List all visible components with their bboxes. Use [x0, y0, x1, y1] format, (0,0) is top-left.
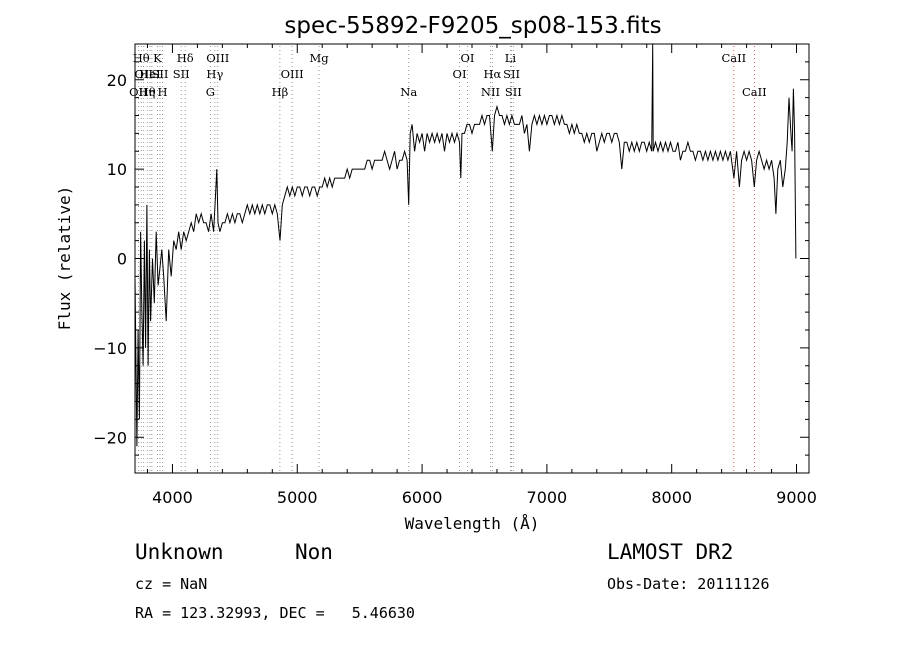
y-tick-label-3: 10	[107, 160, 127, 179]
line-label-26: CaII	[742, 85, 767, 99]
x-tick-label-4: 8000	[651, 488, 692, 507]
class-label: Unknown	[135, 540, 224, 564]
spectrum-series-line	[134, 43, 797, 447]
line-label-10: Hδ	[177, 51, 194, 65]
line-label-20: NII	[481, 85, 500, 99]
line-label-11: G	[206, 85, 215, 99]
x-axis-label: Wavelength (Å)	[405, 514, 540, 533]
line-label-17: Na	[400, 85, 417, 99]
x-tick-label-2: 6000	[402, 488, 443, 507]
x-tick-label-0: 4000	[152, 488, 193, 507]
line-label-15: OIII	[281, 67, 304, 81]
line-label-0: OII	[129, 85, 148, 99]
line-label-23: SII	[503, 67, 520, 81]
x-tick-label-5: 9000	[776, 488, 817, 507]
line-label-14: Hβ	[272, 85, 289, 99]
line-label-2: OII	[134, 67, 153, 81]
line-label-12: Hγ	[206, 67, 223, 81]
line-label-7: SII	[151, 67, 168, 81]
cz-value: cz = NaN	[135, 575, 208, 593]
chart-title: spec-55892-F9205_sp08-153.fits	[284, 13, 661, 39]
line-label-16: Mg	[310, 51, 330, 65]
line-label-4: HeI	[139, 67, 160, 81]
line-label-6: K	[153, 51, 162, 65]
subclass-label: Non	[295, 540, 333, 564]
line-label-24: SII	[505, 85, 522, 99]
line-label-9: SII	[173, 67, 190, 81]
y-tick-label-4: 20	[107, 71, 127, 90]
line-label-22: Li	[505, 51, 517, 65]
y-tick-label-0: −20	[93, 428, 127, 447]
x-tick-label-1: 5000	[277, 488, 318, 507]
line-label-21: Hα	[483, 67, 501, 81]
line-label-18: OI	[453, 67, 467, 81]
line-label-19: OI	[461, 51, 475, 65]
y-axis-label: Flux (relative)	[55, 186, 74, 331]
line-label-25: CaII	[721, 51, 746, 65]
plot-frame	[134, 43, 810, 474]
line-label-3: Hθ	[139, 85, 156, 99]
obs-date: Obs-Date: 20111126	[607, 575, 770, 593]
survey-label: LAMOST DR2	[607, 540, 734, 564]
line-label-8: H	[157, 85, 167, 99]
coordinates: RA = 123.32993, DEC = 5.46630	[135, 604, 415, 622]
x-tick-label-3: 7000	[527, 488, 568, 507]
line-label-5: η	[148, 85, 155, 99]
y-tick-label-1: −10	[93, 339, 127, 358]
line-label-13: OIII	[206, 51, 229, 65]
y-tick-label-2: 0	[117, 250, 127, 269]
